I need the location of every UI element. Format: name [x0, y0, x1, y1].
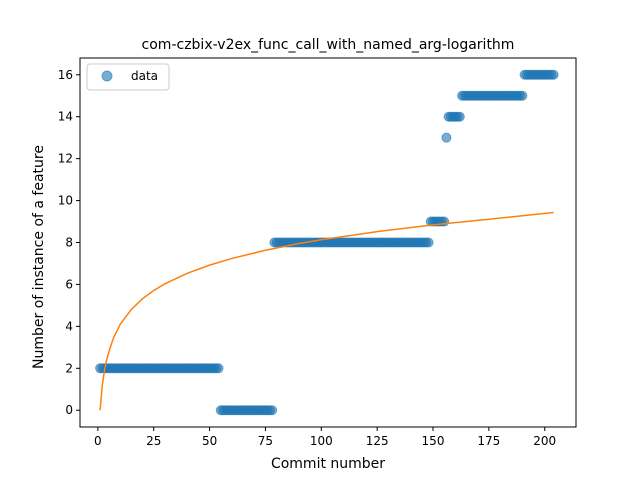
y-tick-label: 6 — [65, 277, 73, 291]
legend-label-data: data — [131, 69, 158, 83]
legend: data — [86, 63, 170, 91]
data-point — [423, 237, 434, 248]
y-tick-label: 2 — [65, 361, 73, 375]
x-tick-label: 25 — [146, 434, 161, 448]
data-point — [454, 111, 465, 122]
x-tick-label: 0 — [94, 434, 102, 448]
legend-box — [86, 63, 170, 91]
chart-title: com-czbix-v2ex_func_call_with_named_arg-… — [142, 37, 515, 53]
x-axis: 0 25 50 75 100 125 150 175 200 — [94, 427, 556, 448]
x-tick-label: 150 — [422, 434, 445, 448]
x-axis-label: Commit number — [271, 456, 385, 472]
data-point — [548, 69, 559, 80]
y-tick-label: 14 — [58, 110, 73, 124]
y-tick-label: 0 — [65, 403, 73, 417]
x-tick-label: 75 — [258, 434, 273, 448]
y-tick-label: 4 — [65, 319, 73, 333]
y-tick-label: 16 — [58, 68, 73, 82]
y-tick-label: 10 — [58, 194, 73, 208]
y-axis-label: Number of instance of a feature — [31, 145, 47, 369]
x-tick-label: 200 — [533, 434, 556, 448]
data-point — [517, 90, 528, 101]
y-tick-label: 12 — [58, 152, 73, 166]
y-axis: 0 2 4 6 8 10 12 14 16 — [58, 68, 80, 417]
plot-area — [95, 69, 559, 416]
data-point — [267, 405, 278, 416]
x-tick-label: 50 — [202, 434, 217, 448]
x-tick-label: 175 — [477, 434, 500, 448]
data-point — [441, 132, 452, 143]
data-point — [213, 363, 224, 374]
y-tick-label: 8 — [65, 236, 73, 250]
x-tick-label: 100 — [310, 434, 333, 448]
fit-line — [99, 211, 554, 411]
legend-marker-data — [101, 70, 113, 82]
x-tick-label: 125 — [366, 434, 389, 448]
